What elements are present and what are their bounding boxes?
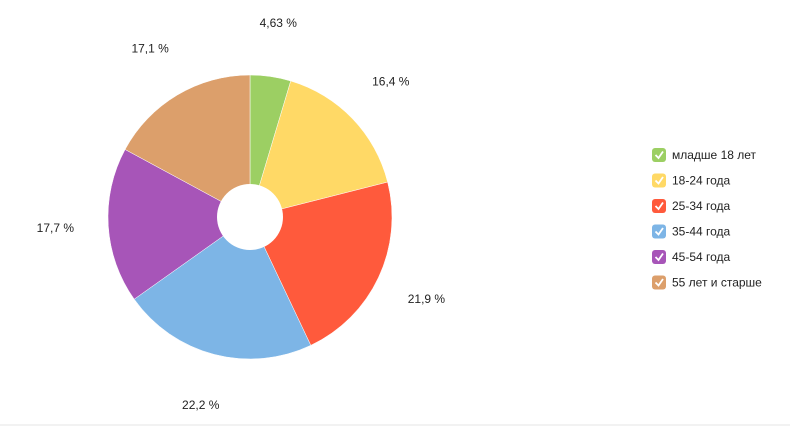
value-label: 4,63 % (260, 16, 298, 30)
pie-slice (107, 149, 251, 300)
legend-item[interactable]: 45-54 года (652, 250, 731, 264)
legend-check (654, 150, 664, 160)
value-label: 22,2 % (182, 398, 220, 412)
value-label: 21,9 % (408, 292, 446, 306)
value-label: 16,4 % (372, 74, 410, 88)
legend-swatch[interactable] (652, 224, 666, 239)
pie-slice (133, 216, 312, 360)
pie-slice (249, 181, 393, 346)
legend-label: 35-44 года (672, 225, 731, 239)
legend-item[interactable]: 35-44 года (652, 224, 731, 239)
legend-swatch[interactable] (652, 199, 666, 213)
legend-check (654, 227, 664, 236)
legend-check (654, 201, 664, 211)
legend-label: 18-24 года (672, 174, 731, 188)
legend-swatch[interactable] (652, 250, 666, 264)
legend-item[interactable]: 18-24 года (652, 173, 731, 188)
legend-label: 45-54 года (672, 250, 731, 264)
legend-swatch[interactable] (652, 148, 666, 162)
legend-check (654, 176, 664, 185)
legend-label: 25-34 года (672, 199, 731, 213)
donut-hole (217, 184, 283, 250)
pie-slice (124, 74, 251, 218)
legend-swatch[interactable] (652, 173, 666, 188)
legend-label: младше 18 лет (672, 148, 757, 162)
value-label: 17,7 % (37, 221, 75, 235)
legend-item[interactable]: младше 18 лет (652, 148, 757, 162)
pie-slice (249, 80, 388, 218)
legend-item[interactable]: 25-34 года (652, 199, 731, 213)
legend-check (654, 278, 664, 287)
legend-check (654, 252, 664, 262)
legend-label: 55 лет и старше (672, 276, 762, 290)
legend-item[interactable]: 55 лет и старше (652, 275, 762, 290)
legend-swatch[interactable] (652, 275, 666, 290)
value-label: 17,1 % (131, 42, 169, 56)
